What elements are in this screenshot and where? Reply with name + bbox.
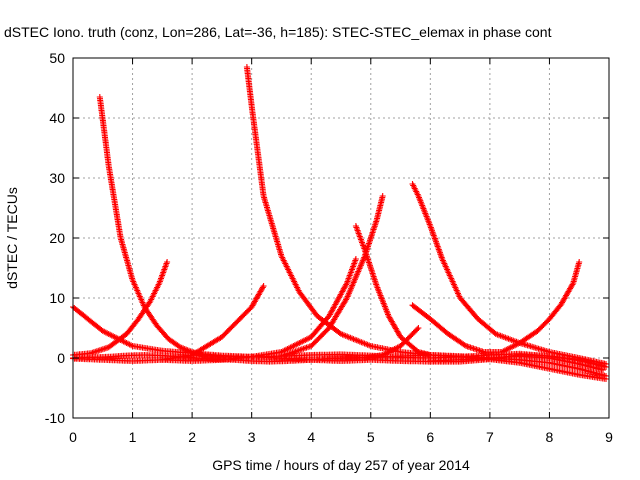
- data-points: [361, 325, 422, 361]
- x-tick-label: 3: [248, 429, 256, 445]
- y-tick-label: -10: [45, 410, 65, 426]
- data-points: [159, 256, 359, 364]
- y-tick-label: 20: [49, 230, 65, 246]
- data-points: [70, 259, 171, 358]
- x-tick-label: 1: [129, 429, 137, 445]
- series-arc1: [96, 94, 606, 369]
- chart-title: dSTEC Iono. truth (conz, Lon=286, Lat=-3…: [4, 24, 552, 40]
- data-points: [409, 259, 583, 355]
- series-arc9: [352, 223, 434, 358]
- series-arc8: [278, 193, 386, 360]
- series-arc10: [361, 325, 422, 361]
- x-tick-label: 2: [188, 429, 196, 445]
- plot-area: [70, 64, 609, 382]
- data-points: [409, 181, 609, 367]
- series-arc11: [409, 181, 609, 367]
- y-tick-label: 0: [57, 350, 65, 366]
- data-points: [96, 94, 606, 369]
- series-arc7: [159, 256, 359, 364]
- y-tick-label: 30: [49, 170, 65, 186]
- data-points: [427, 353, 606, 373]
- data-points: [352, 223, 434, 358]
- y-tick-label: 40: [49, 110, 65, 126]
- x-tick-label: 0: [69, 429, 77, 445]
- y-tick-label: 50: [49, 50, 65, 66]
- x-tick-label: 7: [486, 429, 494, 445]
- x-tick-label: 5: [367, 429, 375, 445]
- series-arc13: [427, 353, 606, 373]
- series-arc12: [409, 259, 583, 355]
- x-tick-label: 6: [426, 429, 434, 445]
- x-tick-label: 8: [546, 429, 554, 445]
- y-tick-label: 10: [49, 290, 65, 306]
- x-tick-label: 4: [307, 429, 315, 445]
- x-tick-label: 9: [605, 429, 613, 445]
- x-axis-label: GPS time / hours of day 257 of year 2014: [212, 457, 470, 473]
- series-arc4: [70, 259, 171, 358]
- data-points: [278, 193, 386, 360]
- y-axis-label: dSTEC / TECUs: [4, 187, 20, 289]
